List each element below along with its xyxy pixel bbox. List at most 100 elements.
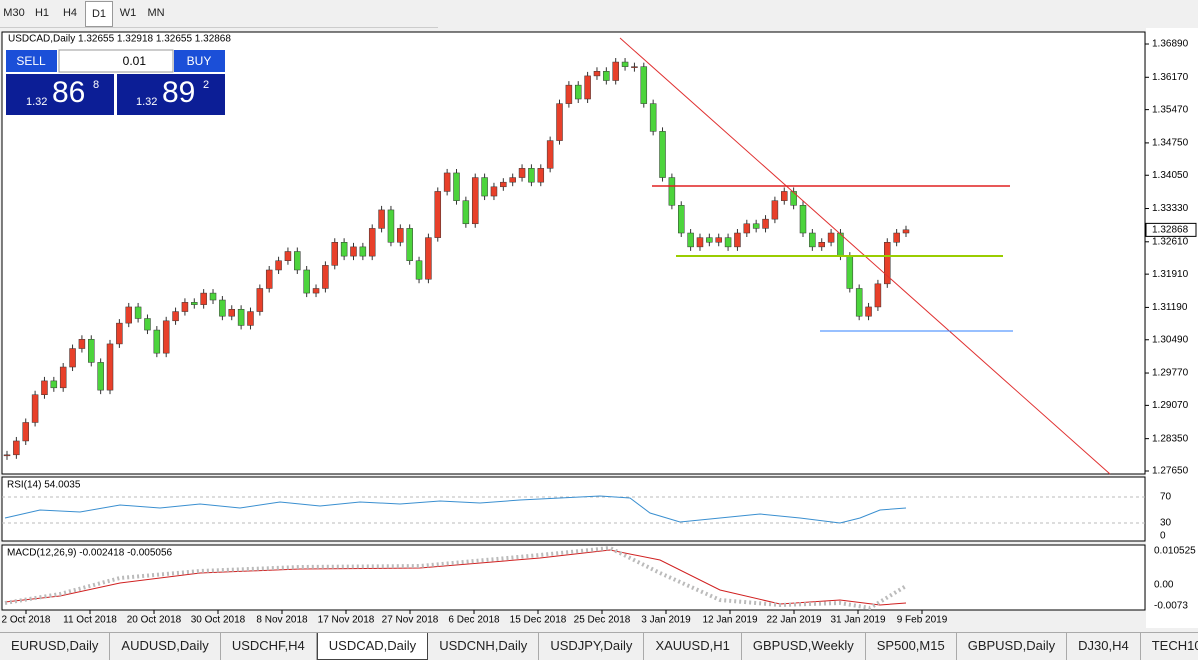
candle — [893, 232, 900, 243]
lot-input[interactable] — [58, 49, 174, 73]
candle — [659, 131, 666, 178]
x-tick-label: 6 Dec 2018 — [448, 615, 500, 626]
lot-value: 0.01 — [123, 54, 147, 68]
candle — [78, 339, 86, 349]
y-tick-label: 1.28350 — [1152, 433, 1189, 444]
candle — [116, 322, 123, 345]
candle — [172, 311, 179, 322]
x-tick-label: 30 Oct 2018 — [191, 615, 246, 626]
symbol-tab[interactable]: AUDUSD,Daily — [110, 633, 221, 660]
y-tick-label: 1.31910 — [1152, 269, 1189, 280]
candle — [884, 242, 891, 285]
candle — [612, 61, 619, 81]
price-axis — [1146, 28, 1198, 628]
candle — [350, 246, 357, 257]
candle — [209, 292, 217, 301]
candle — [265, 269, 273, 289]
symbol-tab[interactable]: DJ30,H4 — [1067, 633, 1141, 660]
chart-header: USDCAD,Daily 1.32655 1.32918 1.32655 1.3… — [8, 34, 231, 45]
candle — [640, 66, 648, 104]
candle — [752, 223, 760, 229]
candle — [481, 177, 488, 197]
buy-button[interactable] — [174, 50, 225, 72]
candle — [219, 299, 226, 317]
candle — [162, 320, 170, 354]
candle — [546, 140, 554, 169]
x-tick-label: 22 Jan 2019 — [766, 615, 821, 626]
y-tick-label: 1.29070 — [1152, 400, 1189, 411]
timeframe-button[interactable]: H1 — [34, 7, 50, 19]
timeframe-button[interactable]: D1 — [85, 1, 113, 27]
rsi-axis-label: 30 — [1160, 518, 1172, 529]
candle — [678, 205, 685, 234]
symbol-tab[interactable]: USDCAD,Daily — [316, 633, 429, 660]
symbol-tab[interactable]: TECH100,H1 — [1141, 633, 1198, 660]
symbol-tab[interactable]: USDCHF,H4 — [221, 633, 317, 660]
candle — [574, 84, 582, 100]
y-tick-label: 1.31190 — [1152, 302, 1188, 313]
candle — [191, 302, 198, 305]
x-tick-label: 8 Nov 2018 — [256, 615, 308, 626]
candle — [827, 232, 835, 243]
macd-pane — [1, 544, 1146, 611]
candle — [359, 246, 367, 257]
symbol-tab[interactable]: XAUUSD,H1 — [644, 633, 742, 660]
bid-small: 8 — [93, 79, 99, 91]
candle — [69, 348, 76, 368]
candle — [528, 168, 535, 183]
y-tick-label: 1.34750 — [1152, 138, 1189, 149]
timeframe-button[interactable]: M30 — [3, 7, 25, 19]
candle — [818, 242, 825, 248]
candle — [462, 200, 470, 225]
y-tick-label: 1.33330 — [1152, 203, 1189, 214]
candle — [3, 454, 11, 457]
candle — [771, 200, 779, 220]
timeframe-button[interactable]: MN — [147, 7, 165, 19]
candle — [687, 232, 694, 248]
symbol-tab[interactable]: USDJPY,Daily — [539, 633, 645, 660]
candle — [13, 440, 20, 456]
symbol-tab[interactable]: GBPUSD,Weekly — [742, 633, 866, 660]
x-tick-label: 17 Nov 2018 — [318, 615, 375, 626]
symbol-tab[interactable]: GBPUSD,Daily — [957, 633, 1068, 660]
candle — [406, 228, 413, 261]
candle — [387, 209, 395, 243]
macd-signal — [4, 549, 907, 606]
symbol-tab[interactable]: EURUSD,Daily — [0, 633, 111, 660]
ask-big: 89 — [162, 76, 195, 109]
y-tick-label: 1.30490 — [1152, 334, 1189, 345]
candle — [762, 218, 769, 229]
candle — [537, 168, 545, 183]
symbol-tab[interactable]: SP500,M15 — [866, 633, 957, 660]
rsi-axis-label: 70 — [1160, 492, 1172, 503]
y-tick-label: 1.32610 — [1152, 236, 1189, 247]
candle — [144, 318, 151, 331]
rsi-pane — [1, 476, 1146, 542]
macd-axis-label: 0.00 — [1154, 580, 1174, 591]
candle — [696, 237, 704, 248]
candle — [490, 186, 498, 197]
candle — [584, 75, 591, 100]
candle — [631, 66, 638, 68]
candle — [603, 71, 610, 81]
candle — [902, 229, 910, 234]
candle — [97, 362, 104, 391]
timeframe-toolbar: M30 H1 H4 D1 W1 MN — [0, 0, 438, 28]
candle — [200, 292, 207, 305]
y-tick-label: 1.36170 — [1152, 72, 1189, 83]
bid-box — [6, 74, 114, 115]
candle — [518, 168, 526, 178]
timeframe-button[interactable]: H4 — [62, 7, 78, 19]
ask-prefix: 1.32 — [136, 96, 157, 108]
x-tick-label: 27 Nov 2018 — [382, 615, 439, 626]
symbol-tab[interactable]: USDCNH,Daily — [428, 633, 540, 660]
y-tick-label: 1.36890 — [1152, 39, 1189, 50]
candle — [88, 339, 95, 363]
candle — [593, 71, 601, 77]
y-tick-label: 1.34050 — [1152, 170, 1189, 181]
x-tick-label: 2 Oct 2018 — [2, 615, 51, 626]
sell-button[interactable] — [6, 50, 57, 72]
candle — [303, 269, 310, 294]
candle — [59, 366, 67, 389]
timeframe-button[interactable]: W1 — [119, 7, 137, 19]
